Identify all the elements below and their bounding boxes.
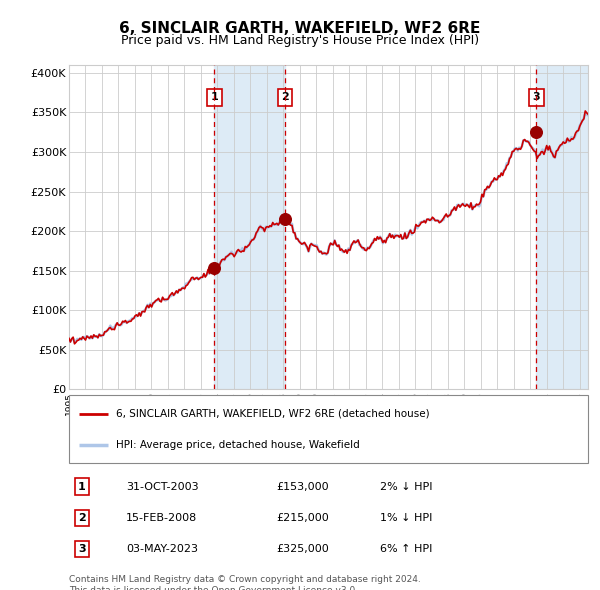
- Text: 3: 3: [533, 93, 540, 102]
- Text: Contains HM Land Registry data © Crown copyright and database right 2024.
This d: Contains HM Land Registry data © Crown c…: [69, 575, 421, 590]
- Text: 1: 1: [211, 93, 218, 102]
- Bar: [536, 65, 588, 389]
- Text: 3: 3: [78, 544, 86, 554]
- FancyBboxPatch shape: [69, 395, 588, 463]
- Text: £325,000: £325,000: [277, 544, 329, 554]
- Text: £153,000: £153,000: [277, 481, 329, 491]
- Text: 1% ↓ HPI: 1% ↓ HPI: [380, 513, 433, 523]
- Text: HPI: Average price, detached house, Wakefield: HPI: Average price, detached house, Wake…: [116, 440, 359, 450]
- Text: 6, SINCLAIR GARTH, WAKEFIELD, WF2 6RE (detached house): 6, SINCLAIR GARTH, WAKEFIELD, WF2 6RE (d…: [116, 409, 430, 419]
- Point: [209, 264, 219, 273]
- Text: 6, SINCLAIR GARTH, WAKEFIELD, WF2 6RE: 6, SINCLAIR GARTH, WAKEFIELD, WF2 6RE: [119, 21, 481, 35]
- Text: 2: 2: [78, 513, 86, 523]
- Text: Price paid vs. HM Land Registry's House Price Index (HPI): Price paid vs. HM Land Registry's House …: [121, 34, 479, 47]
- Text: 03-MAY-2023: 03-MAY-2023: [126, 544, 198, 554]
- Point: [280, 215, 290, 224]
- Bar: [536, 65, 588, 389]
- Text: 31-OCT-2003: 31-OCT-2003: [126, 481, 199, 491]
- Text: 15-FEB-2008: 15-FEB-2008: [126, 513, 197, 523]
- Bar: [214, 65, 285, 389]
- Point: [532, 127, 541, 137]
- Text: 2: 2: [281, 93, 289, 102]
- Text: £215,000: £215,000: [277, 513, 329, 523]
- Text: 6% ↑ HPI: 6% ↑ HPI: [380, 544, 433, 554]
- Text: 1: 1: [78, 481, 86, 491]
- Text: 2% ↓ HPI: 2% ↓ HPI: [380, 481, 433, 491]
